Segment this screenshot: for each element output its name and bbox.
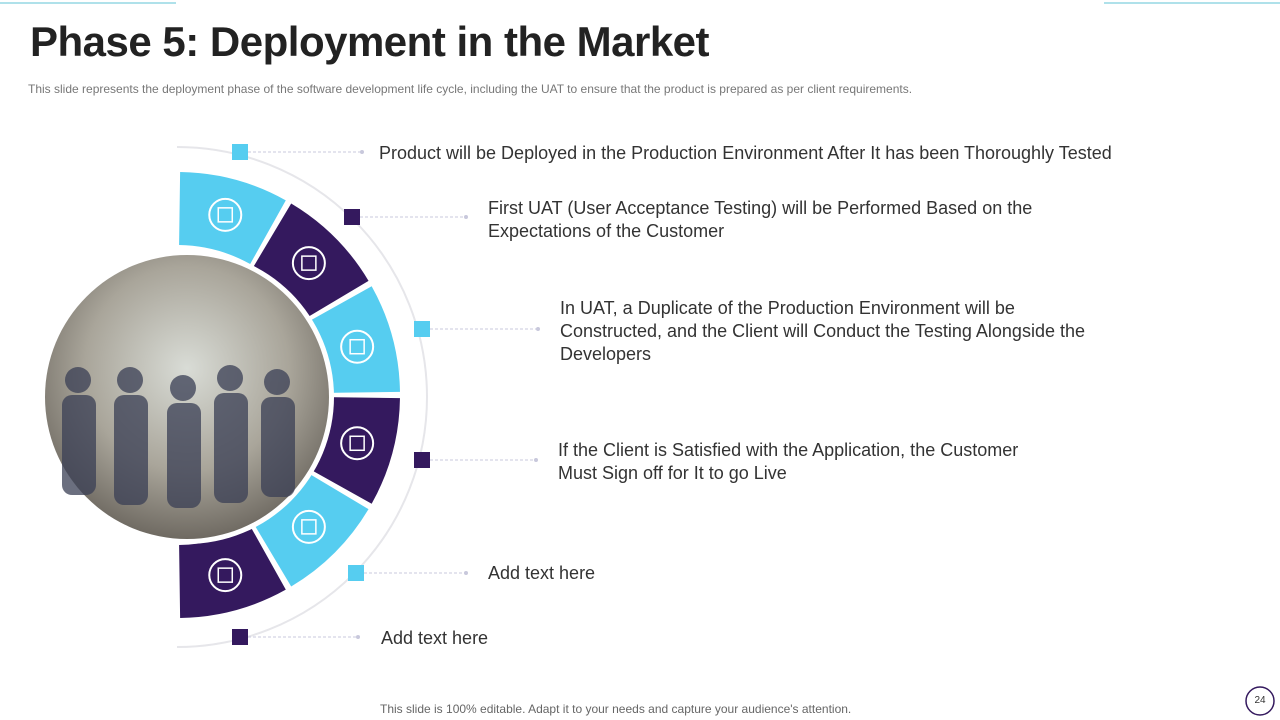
marker [232,629,248,645]
page-number: 24 [1254,695,1266,706]
connector-dot [464,571,468,575]
connector-dot [356,635,360,639]
segment-icon [301,519,317,535]
marker [232,144,248,160]
outer-arc [176,146,428,648]
marker [344,209,360,225]
segment [253,471,369,587]
item-text: If the Client is Satisfied with the Appl… [558,440,1019,483]
segment-icon [291,246,326,281]
segments [179,172,400,618]
segment-icon [217,567,234,583]
connector-dot [534,458,538,462]
segment-icon [208,197,243,232]
segment-icon [340,329,375,364]
title: Phase 5: Deployment in the Market [30,18,710,65]
item-text: Add text here [488,563,596,583]
segment-icon [349,435,365,452]
markers [232,144,540,645]
subtitle: This slide represents the deployment pha… [28,82,913,96]
segment-icon [208,558,243,593]
connector-dot [536,327,540,331]
page-circle [1245,686,1275,716]
connector-dot [360,150,364,154]
connector-dot [464,215,468,219]
footer-note: This slide is 100% editable. Adapt it to… [380,702,852,716]
segment-icon [301,255,317,271]
item-text: Product will be Deployed in the Producti… [379,143,1112,163]
segment-icon [349,338,365,355]
segment [253,203,369,319]
item-text: First UAT (User Acceptance Testing) will… [488,198,1033,241]
item-text: In UAT, a Duplicate of the Production En… [560,298,1085,364]
people [62,365,295,508]
segment-icon [217,207,234,223]
segment-icon [340,426,375,461]
marker [414,321,430,337]
segment-icon [291,509,326,544]
marker [348,565,364,581]
marker [414,452,430,468]
item-text: Add text here [381,628,489,648]
